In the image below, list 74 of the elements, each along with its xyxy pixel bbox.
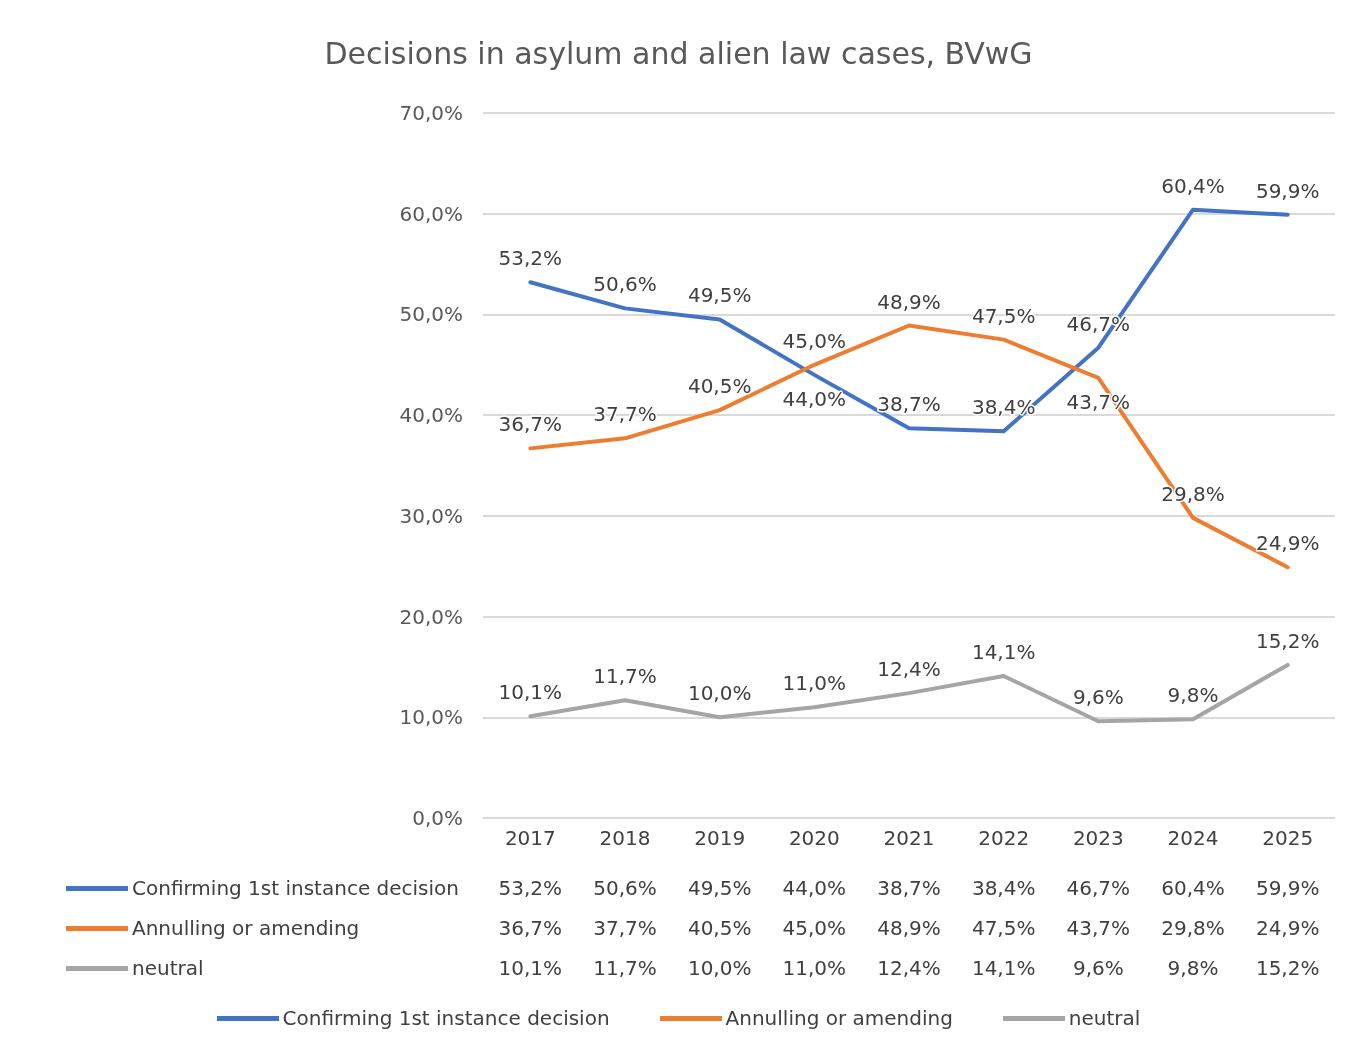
data-label: 49,5%	[687, 876, 752, 900]
data-label: 48,9%	[877, 916, 941, 940]
data-label: 36,7%	[498, 916, 563, 940]
data-label: 46,7%	[1066, 876, 1131, 900]
data-label: 10,1%	[498, 956, 563, 980]
data-label: 40,5%	[687, 916, 752, 940]
text: 44,0%	[782, 386, 847, 411]
x-tick-label: 2020	[788, 826, 840, 850]
data-label: 44,0%	[782, 876, 847, 900]
legend-label: Annulling or amending	[132, 916, 360, 940]
data-label: 43,7%	[1066, 916, 1131, 940]
data-label: 11,0%	[782, 956, 847, 980]
data-label: 38,7%	[877, 876, 941, 900]
x-tick-label: 2021	[883, 826, 935, 850]
y-tick-label: 70,0%	[399, 101, 463, 125]
y-tick-label: 0,0%	[412, 806, 463, 830]
y-tick-label: 20,0%	[399, 604, 463, 629]
text: 38,7%	[877, 392, 941, 417]
text: 9,6%	[1072, 685, 1124, 710]
data-label: 37,7%	[593, 916, 657, 940]
text: 10,0%	[687, 681, 752, 706]
data-label: 24,9%	[1255, 916, 1320, 940]
data-label: 60,4%	[1161, 876, 1225, 900]
text: 50,6%	[593, 272, 657, 297]
data-label: 47,5%	[971, 916, 1036, 940]
x-tick-label: 2024	[1167, 826, 1219, 850]
data-label: 59,9%	[1255, 876, 1320, 900]
data-label: 12,4%	[877, 956, 941, 980]
text: 11,7%	[593, 664, 657, 689]
y-tick-label: 30,0%	[399, 503, 463, 528]
chart-title: Decisions in asylum and alien law cases, BVwG	[324, 35, 1033, 71]
legend-label: neutral	[1068, 1006, 1141, 1030]
x-tick-label: 2022	[978, 826, 1030, 850]
text: 47,5%	[971, 303, 1036, 328]
text: 10,1%	[498, 680, 563, 705]
y-tick-label: 60,0%	[399, 201, 463, 226]
text: neutral	[132, 956, 204, 980]
data-label: 10,0%	[687, 956, 752, 980]
data-label: 11,7%	[593, 956, 657, 980]
data-label: 14,1%	[971, 956, 1036, 980]
x-tick-label: 2018	[599, 826, 651, 850]
text: 48,9%	[877, 289, 941, 314]
text: 60,4%	[1161, 173, 1225, 198]
text: 15,2%	[1255, 628, 1320, 653]
text: 37,7%	[593, 402, 657, 427]
data-label: 50,6%	[593, 876, 657, 900]
legend-label: Confirming 1st instance decision	[132, 876, 459, 900]
data-label: 29,8%	[1161, 916, 1225, 940]
data-label: 9,6%	[1072, 956, 1124, 980]
y-tick-label: 50,0%	[399, 302, 463, 327]
y-tick-label: 10,0%	[399, 705, 463, 730]
text: 36,7%	[498, 412, 563, 437]
text: 11,0%	[782, 671, 847, 696]
text: 53,2%	[498, 246, 563, 271]
text: 49,5%	[687, 283, 752, 308]
text: 59,9%	[1255, 178, 1320, 203]
text: 14,1%	[971, 639, 1036, 664]
data-label: 53,2%	[498, 876, 563, 900]
x-tick-label: 2017	[504, 826, 556, 850]
data-label: 45,0%	[782, 916, 847, 940]
y-tick-label: 40,0%	[399, 403, 463, 428]
text: Annulling or amending	[725, 1006, 953, 1030]
text: Confirming 1st instance decision	[282, 1006, 610, 1030]
x-tick-label: 2025	[1262, 826, 1314, 850]
x-tick-label: 2019	[694, 826, 746, 850]
text: 9,8%	[1167, 683, 1219, 708]
data-label: 38,4%	[971, 876, 1036, 900]
x-tick-label: 2023	[1072, 826, 1124, 850]
data-label: 9,8%	[1167, 956, 1219, 980]
text: 24,9%	[1255, 531, 1320, 556]
text: 12,4%	[877, 657, 941, 682]
text: 45,0%	[782, 328, 847, 353]
text: 40,5%	[687, 374, 752, 399]
data-label: 15,2%	[1255, 956, 1320, 980]
